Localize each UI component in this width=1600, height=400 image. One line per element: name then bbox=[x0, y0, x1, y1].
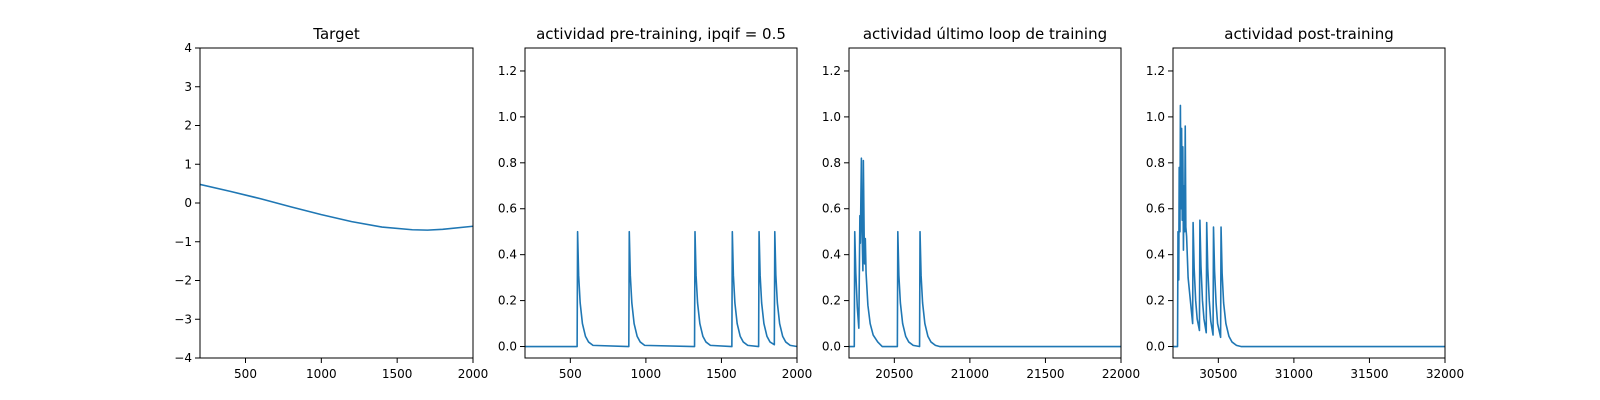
subplot-2: 500 1000 1500 2000 0.0 0.2 0.4 0.6 0.8 1.0 1.2 acti… bbox=[498, 25, 812, 381]
subplot-1: 500 1000 1500 2000 −4 −3 −2 −1 0 1 2 3 4 Target bbox=[174, 25, 488, 381]
y-tick-label: 0.2 bbox=[498, 294, 517, 308]
axes-frame bbox=[1172, 47, 1446, 359]
y-tick-label: 0.8 bbox=[498, 156, 517, 170]
x-tick-label: 30500 bbox=[1199, 367, 1237, 381]
x-tick-label: 20500 bbox=[875, 367, 913, 381]
y-tick-label: 0.6 bbox=[1146, 202, 1165, 216]
y-tick-label: −2 bbox=[174, 274, 192, 288]
x-tick-label: 1500 bbox=[382, 367, 413, 381]
y-tick-label: 1.0 bbox=[1146, 110, 1165, 124]
x-tick-label: 31500 bbox=[1350, 367, 1388, 381]
y-tick-label: 0.8 bbox=[1146, 156, 1165, 170]
y-tick-label: 1.2 bbox=[822, 64, 841, 78]
subplot-title: actividad último loop de training bbox=[863, 25, 1107, 43]
y-tick-label: 0.0 bbox=[1146, 340, 1165, 354]
x-tick-label: 500 bbox=[234, 367, 257, 381]
series-line-1 bbox=[849, 157, 1121, 348]
x-tick-label: 1500 bbox=[706, 367, 737, 381]
y-tick-label: 0.2 bbox=[822, 294, 841, 308]
y-tick-label: 0.6 bbox=[498, 202, 517, 216]
y-tick-label: 3 bbox=[184, 80, 192, 94]
y-tick-label: 0.4 bbox=[822, 248, 841, 262]
y-tick-label: 0.0 bbox=[822, 340, 841, 354]
subplot-title: actividad pre-training, ipqif = 0.5 bbox=[536, 25, 786, 43]
subplot-4: 30500 31000 31500 32000 0.0 0.2 0.4 0.6 0.8 1.0 1.… bbox=[1146, 25, 1464, 381]
x-tick-label: 32000 bbox=[1426, 367, 1464, 381]
y-tick-label: 0.0 bbox=[498, 340, 517, 354]
x-tick-label: 2000 bbox=[782, 367, 813, 381]
y-tick-label: 1.2 bbox=[1146, 64, 1165, 78]
x-tick-label: 2000 bbox=[458, 367, 489, 381]
x-tick-label: 1000 bbox=[306, 367, 337, 381]
y-tick-label: 0.6 bbox=[822, 202, 841, 216]
x-tick-label: 31000 bbox=[1275, 367, 1313, 381]
y-tick-label: 2 bbox=[184, 119, 192, 133]
y-tick-label: 1.0 bbox=[498, 110, 517, 124]
y-tick-label: 1 bbox=[184, 157, 192, 171]
y-tick-label: 1.0 bbox=[822, 110, 841, 124]
x-tick-label: 22000 bbox=[1102, 367, 1140, 381]
y-tick-label: −3 bbox=[174, 312, 192, 326]
y-tick-label: −1 bbox=[174, 235, 192, 249]
y-tick-label: 0 bbox=[184, 196, 192, 210]
x-tick-label: 21500 bbox=[1026, 367, 1064, 381]
axes-frame bbox=[199, 47, 474, 359]
x-tick-label: 21000 bbox=[951, 367, 989, 381]
subplot-3: 20500 21000 21500 22000 0.0 0.2 0.4 0.6 0.8 1.0 1.… bbox=[822, 25, 1140, 381]
x-tick-label: 1000 bbox=[631, 367, 662, 381]
axes-frame bbox=[524, 47, 798, 359]
y-tick-label: 0.4 bbox=[498, 248, 517, 262]
y-tick-label: 0.4 bbox=[1146, 248, 1165, 262]
subplot-title: Target bbox=[312, 25, 360, 43]
y-tick-label: −4 bbox=[174, 351, 192, 365]
y-tick-label: 0.2 bbox=[1146, 294, 1165, 308]
series-line-1 bbox=[525, 230, 797, 348]
series-line-1 bbox=[200, 183, 473, 231]
subplot-title: actividad post-training bbox=[1224, 25, 1393, 43]
x-tick-label: 500 bbox=[559, 367, 582, 381]
y-tick-label: 1.2 bbox=[498, 64, 517, 78]
series-line-1 bbox=[1173, 104, 1445, 348]
y-tick-label: 4 bbox=[184, 41, 192, 55]
y-tick-label: 0.8 bbox=[822, 156, 841, 170]
axes-frame bbox=[848, 47, 1122, 359]
